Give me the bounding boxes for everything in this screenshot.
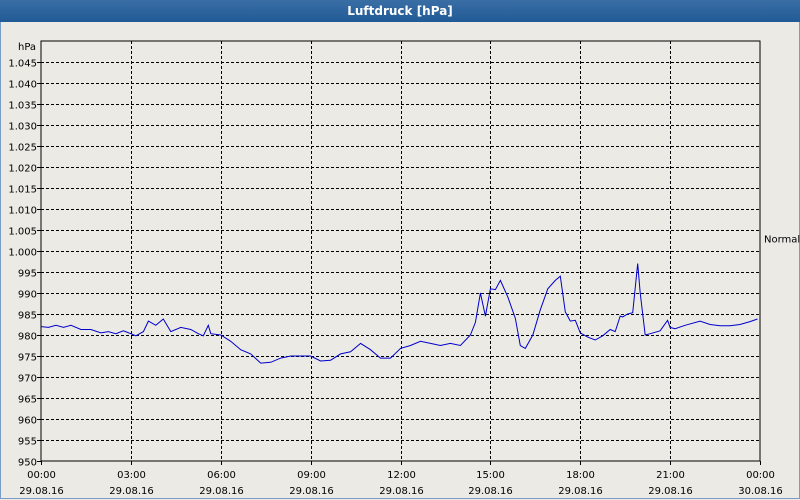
x-tick-date-label: 29.08.16 <box>468 486 513 497</box>
x-tick-time-label: 15:00 <box>476 470 505 481</box>
y-axis-unit-label: hPa <box>18 42 36 53</box>
y-tick-label: 1.040 <box>8 80 37 91</box>
y-tick-label: 985 <box>18 311 37 322</box>
grid-lines <box>41 41 760 461</box>
y-tick-label: 965 <box>18 395 37 406</box>
y-tick-label: 995 <box>18 269 37 280</box>
x-tick-time-label: 09:00 <box>297 470 326 481</box>
x-tick-time-label: 00:00 <box>27 470 56 481</box>
reference-label-normal: Normal <box>764 234 800 245</box>
y-tick-label: 1.010 <box>8 206 37 217</box>
y-tick-label: 1.025 <box>8 143 37 154</box>
x-tick-time-label: 12:00 <box>387 470 416 481</box>
chart-title: Luftdruck [hPa] <box>0 0 800 22</box>
plot-area-border <box>40 40 761 462</box>
x-tick-date-label: 29.08.16 <box>109 486 154 497</box>
x-tick-date-label: 29.08.16 <box>379 486 424 497</box>
x-axis-ticks: 00:00 29.08.16 03:00 29.08.16 06:00 29.08.16 0… <box>19 461 783 497</box>
y-tick-label: 1.015 <box>8 185 37 196</box>
x-tick-time-label: 18:00 <box>566 470 595 481</box>
y-tick-label: 990 <box>18 290 37 301</box>
x-tick-time-label: 06:00 <box>207 470 236 481</box>
x-tick-date-label: 30.08.16 <box>738 486 783 497</box>
x-tick-date-label: 29.08.16 <box>648 486 693 497</box>
x-tick-time-label: 21:00 <box>656 470 685 481</box>
y-tick-label: 1.000 <box>8 248 37 259</box>
series-group <box>40 263 758 364</box>
x-tick-date-label: 29.08.16 <box>558 486 603 497</box>
x-tick-date-label: 29.08.16 <box>19 486 64 497</box>
y-tick-label: 1.035 <box>8 101 37 112</box>
x-tick-time-label: 00:00 <box>746 470 775 481</box>
x-tick-date-label: 29.08.16 <box>289 486 334 497</box>
y-tick-label: 955 <box>18 437 37 448</box>
y-tick-label: 980 <box>18 332 37 343</box>
y-tick-label: 950 <box>18 458 37 469</box>
y-tick-label: 1.020 <box>8 164 37 175</box>
y-tick-label: 1.005 <box>8 227 37 238</box>
y-tick-label: 960 <box>18 416 37 427</box>
y-tick-label: 1.030 <box>8 122 37 133</box>
pressure-series-line <box>40 263 758 364</box>
y-tick-label: 1.045 <box>8 59 37 70</box>
y-axis-ticks: 950 955 960 965 970 975 980 985 990 995 1.000 1.005… <box>8 59 41 469</box>
x-tick-date-label: 29.08.16 <box>199 486 244 497</box>
y-tick-label: 970 <box>18 374 37 385</box>
x-tick-time-label: 03:00 <box>117 470 146 481</box>
y-tick-label: 975 <box>18 353 37 364</box>
